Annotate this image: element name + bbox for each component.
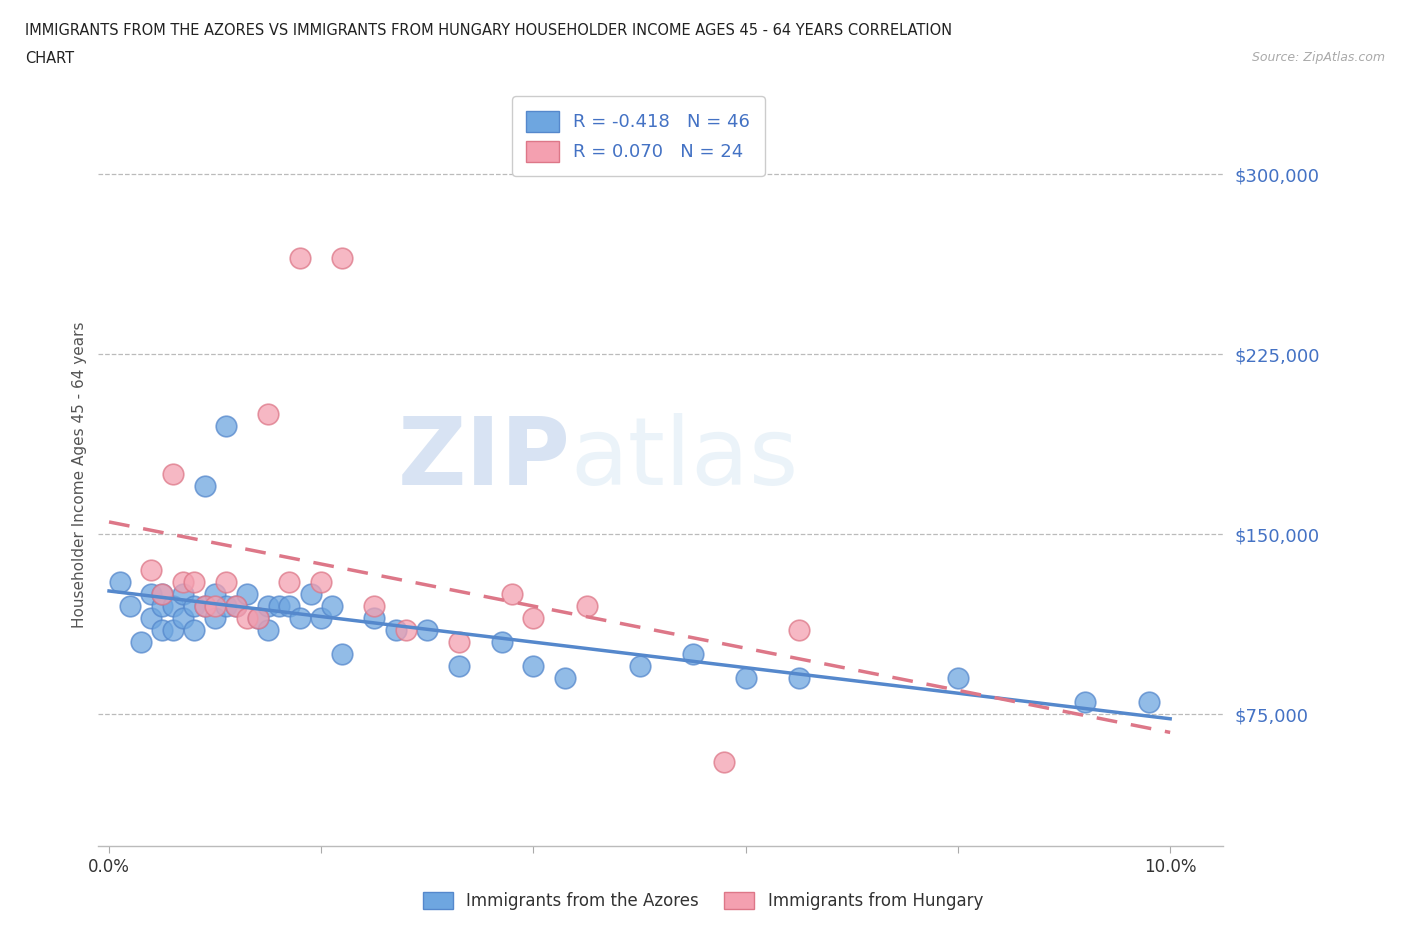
Text: atlas: atlas xyxy=(571,414,799,505)
Point xyxy=(172,611,194,626)
Point xyxy=(416,623,439,638)
Point xyxy=(449,658,471,673)
Y-axis label: Householder Income Ages 45 - 64 years: Householder Income Ages 45 - 64 years xyxy=(72,321,87,628)
Point xyxy=(172,587,194,602)
Point xyxy=(215,575,238,590)
Point xyxy=(1137,695,1160,710)
Point xyxy=(288,251,311,266)
Legend: Immigrants from the Azores, Immigrants from Hungary: Immigrants from the Azores, Immigrants f… xyxy=(416,885,990,917)
Point xyxy=(204,599,226,614)
Point xyxy=(204,587,226,602)
Text: IMMIGRANTS FROM THE AZORES VS IMMIGRANTS FROM HUNGARY HOUSEHOLDER INCOME AGES 45: IMMIGRANTS FROM THE AZORES VS IMMIGRANTS… xyxy=(25,23,952,38)
Point xyxy=(141,587,163,602)
Point xyxy=(204,611,226,626)
Point xyxy=(257,623,280,638)
Point xyxy=(787,623,810,638)
Point xyxy=(522,658,544,673)
Point xyxy=(491,635,513,650)
Point xyxy=(628,658,651,673)
Point xyxy=(332,251,354,266)
Point xyxy=(172,575,194,590)
Point xyxy=(257,406,280,421)
Point xyxy=(1074,695,1097,710)
Point xyxy=(150,599,173,614)
Point xyxy=(236,587,259,602)
Point xyxy=(267,599,290,614)
Point xyxy=(141,563,163,578)
Point xyxy=(193,479,215,494)
Point xyxy=(183,623,205,638)
Point xyxy=(363,599,385,614)
Point xyxy=(288,611,311,626)
Point xyxy=(449,635,471,650)
Point xyxy=(120,599,142,614)
Point xyxy=(734,671,756,685)
Point xyxy=(150,587,173,602)
Point xyxy=(278,599,301,614)
Text: ZIP: ZIP xyxy=(398,414,571,505)
Point xyxy=(193,599,215,614)
Point xyxy=(246,611,269,626)
Point xyxy=(363,611,385,626)
Point xyxy=(246,611,269,626)
Point xyxy=(384,623,406,638)
Point xyxy=(278,575,301,590)
Text: CHART: CHART xyxy=(25,51,75,66)
Point xyxy=(150,587,173,602)
Point xyxy=(162,623,184,638)
Point xyxy=(946,671,969,685)
Point xyxy=(682,647,704,662)
Point xyxy=(141,611,163,626)
Point xyxy=(183,575,205,590)
Point xyxy=(321,599,343,614)
Point xyxy=(162,467,184,482)
Point xyxy=(215,418,238,433)
Point xyxy=(501,587,523,602)
Point xyxy=(225,599,247,614)
Point xyxy=(787,671,810,685)
Text: Source: ZipAtlas.com: Source: ZipAtlas.com xyxy=(1251,51,1385,64)
Point xyxy=(554,671,576,685)
Point xyxy=(309,575,332,590)
Point xyxy=(236,611,259,626)
Point xyxy=(332,647,354,662)
Point xyxy=(183,599,205,614)
Point xyxy=(395,623,418,638)
Point xyxy=(257,599,280,614)
Point xyxy=(108,575,131,590)
Legend: R = -0.418   N = 46, R = 0.070   N = 24: R = -0.418 N = 46, R = 0.070 N = 24 xyxy=(512,97,765,176)
Point xyxy=(522,611,544,626)
Point xyxy=(129,635,152,650)
Point xyxy=(575,599,598,614)
Point xyxy=(162,599,184,614)
Point xyxy=(215,599,238,614)
Point xyxy=(225,599,247,614)
Point xyxy=(309,611,332,626)
Point xyxy=(713,755,735,770)
Point xyxy=(299,587,322,602)
Point xyxy=(193,599,215,614)
Point xyxy=(150,623,173,638)
